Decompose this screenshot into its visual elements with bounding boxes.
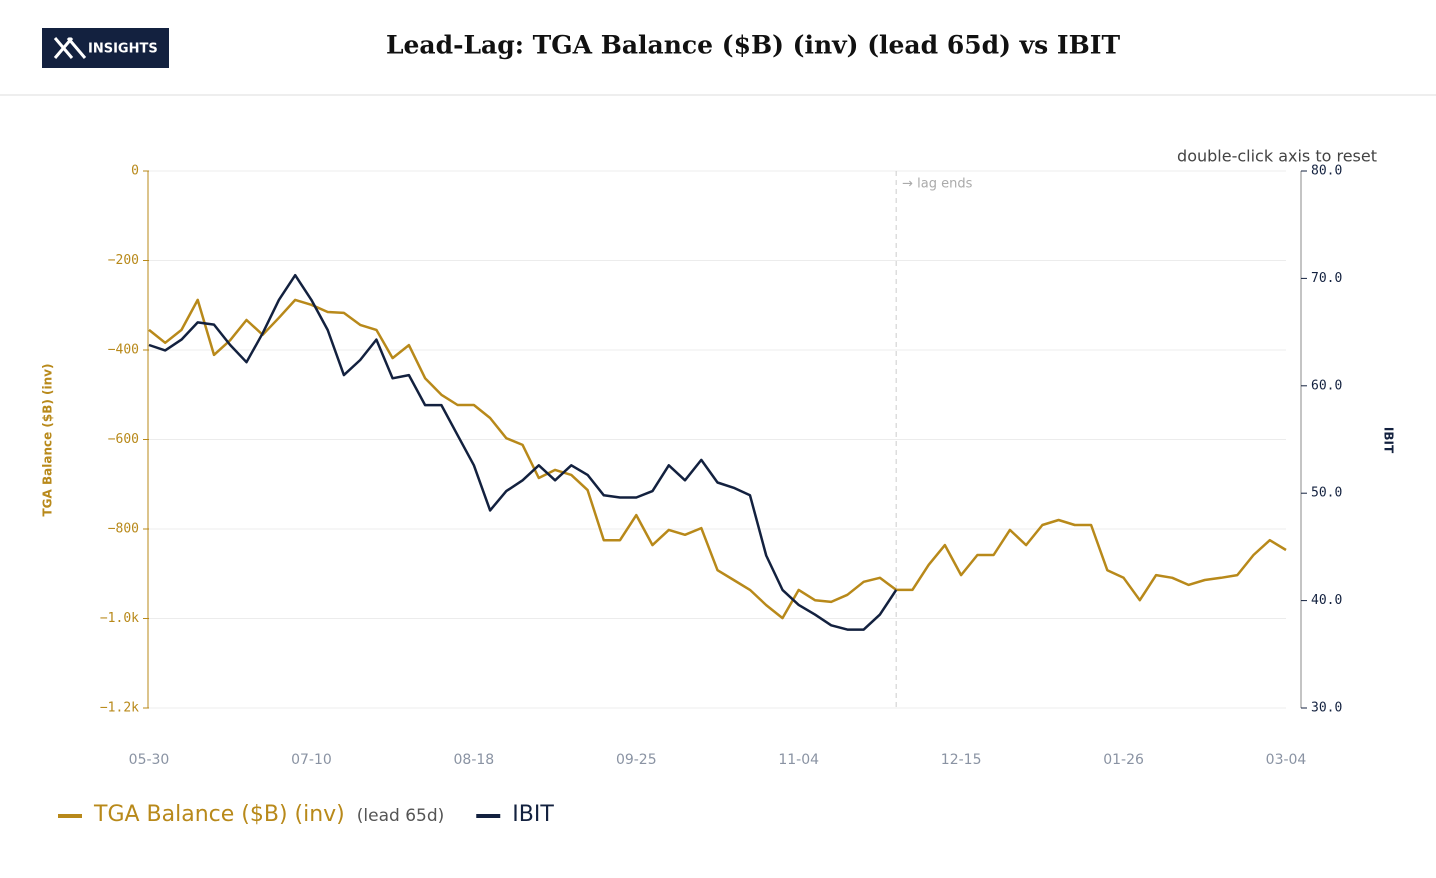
y-axis-title: TGA Balance ($B) (inv) — [41, 363, 55, 516]
series-line — [148, 273, 898, 631]
y2-tick-label: 50.0 — [1311, 486, 1342, 501]
annotation: → lag ends — [902, 177, 972, 192]
x-tick-label: 08-18 — [454, 752, 495, 768]
logo-mark — [53, 37, 87, 59]
y2-tick-label: 40.0 — [1311, 593, 1342, 608]
x-tick-label: 11-04 — [778, 752, 819, 768]
y2-tick-label: 60.0 — [1311, 378, 1342, 393]
series-line — [148, 298, 1287, 620]
legend: TGA Balance ($B) (inv) (lead 65d) IBIT — [58, 802, 554, 827]
y2-tick-label: 30.0 — [1311, 701, 1342, 716]
y-tick-label: −1.2k — [100, 701, 139, 716]
logo-text: INSIGHTS — [88, 42, 158, 57]
x-tick-label: 05-30 — [129, 752, 170, 768]
legend-label: TGA Balance ($B) (inv) — [93, 802, 345, 827]
y-tick-label: −1.0k — [100, 611, 139, 626]
title: Lead-Lag: TGA Balance ($B) (inv) (lead 6… — [386, 31, 1121, 60]
y-tick-label: 0 — [131, 164, 139, 179]
y2-tick-label: 80.0 — [1311, 164, 1342, 179]
y2-tick-label: 70.0 — [1311, 271, 1342, 286]
x-tick-label: 09-25 — [616, 752, 657, 768]
y-tick-label: −200 — [108, 253, 139, 268]
x-tick-label: 12-15 — [941, 752, 982, 768]
x-tick-label: 01-26 — [1103, 752, 1144, 768]
y-tick-label: −800 — [108, 522, 139, 537]
y-tick-label: −400 — [108, 343, 139, 358]
y-tick-label: −600 — [108, 432, 139, 447]
x-tick-label: 03-04 — [1266, 752, 1307, 768]
legend-note: (lead 65d) — [357, 806, 444, 826]
x-tick-label: 07-10 — [291, 752, 332, 768]
legend-label: IBIT — [512, 802, 554, 827]
y2-axis-title: IBIT — [1382, 427, 1396, 454]
hint: double-click axis to reset — [1177, 147, 1377, 166]
